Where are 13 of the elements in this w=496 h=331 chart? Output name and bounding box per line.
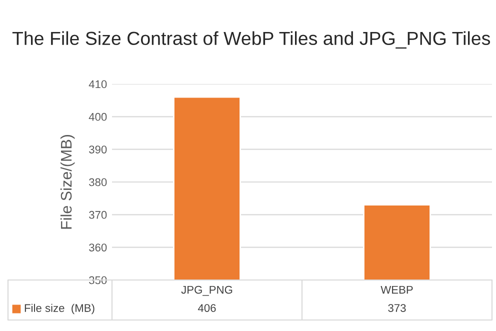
chart-title: The File Size Contrast of WebP Tiles and JPG_PNG Tiles <box>12 31 490 49</box>
y-tick-label: 360 <box>89 244 107 252</box>
data-label: 373 <box>388 304 406 312</box>
y-axis-title: File Size/(MB) <box>60 134 75 229</box>
x-tick-label: WEBP <box>380 286 413 294</box>
legend-label: File size (MB) <box>24 304 94 314</box>
x-tick-label: JPG_PNG <box>181 286 232 296</box>
y-tick-label: 380 <box>89 178 107 186</box>
y-tick-label: 370 <box>89 210 107 219</box>
data-label: 406 <box>198 304 216 312</box>
y-tick-label: 410 <box>88 80 107 88</box>
y-tick-label: 390 <box>89 146 107 154</box>
y-tick-label: 400 <box>88 112 107 121</box>
